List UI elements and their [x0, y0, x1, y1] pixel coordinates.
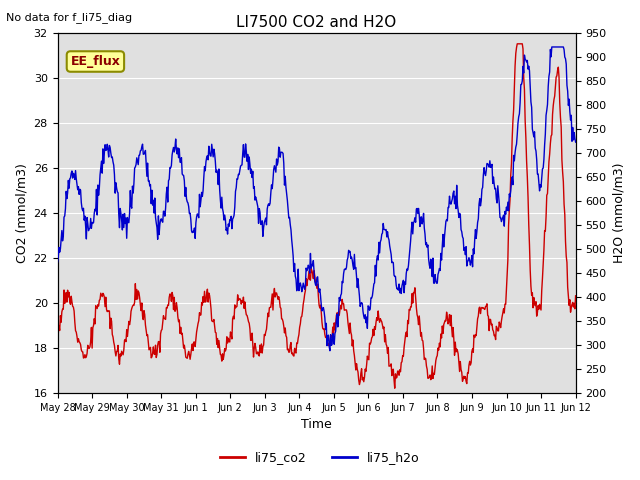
X-axis label: Time: Time [301, 419, 332, 432]
Title: LI7500 CO2 and H2O: LI7500 CO2 and H2O [236, 15, 397, 30]
Y-axis label: CO2 (mmol/m3): CO2 (mmol/m3) [15, 163, 28, 263]
Text: EE_flux: EE_flux [70, 55, 120, 68]
Text: No data for f_li75_diag: No data for f_li75_diag [6, 12, 132, 23]
Y-axis label: H2O (mmol/m3): H2O (mmol/m3) [612, 163, 625, 263]
Legend: li75_co2, li75_h2o: li75_co2, li75_h2o [215, 446, 425, 469]
